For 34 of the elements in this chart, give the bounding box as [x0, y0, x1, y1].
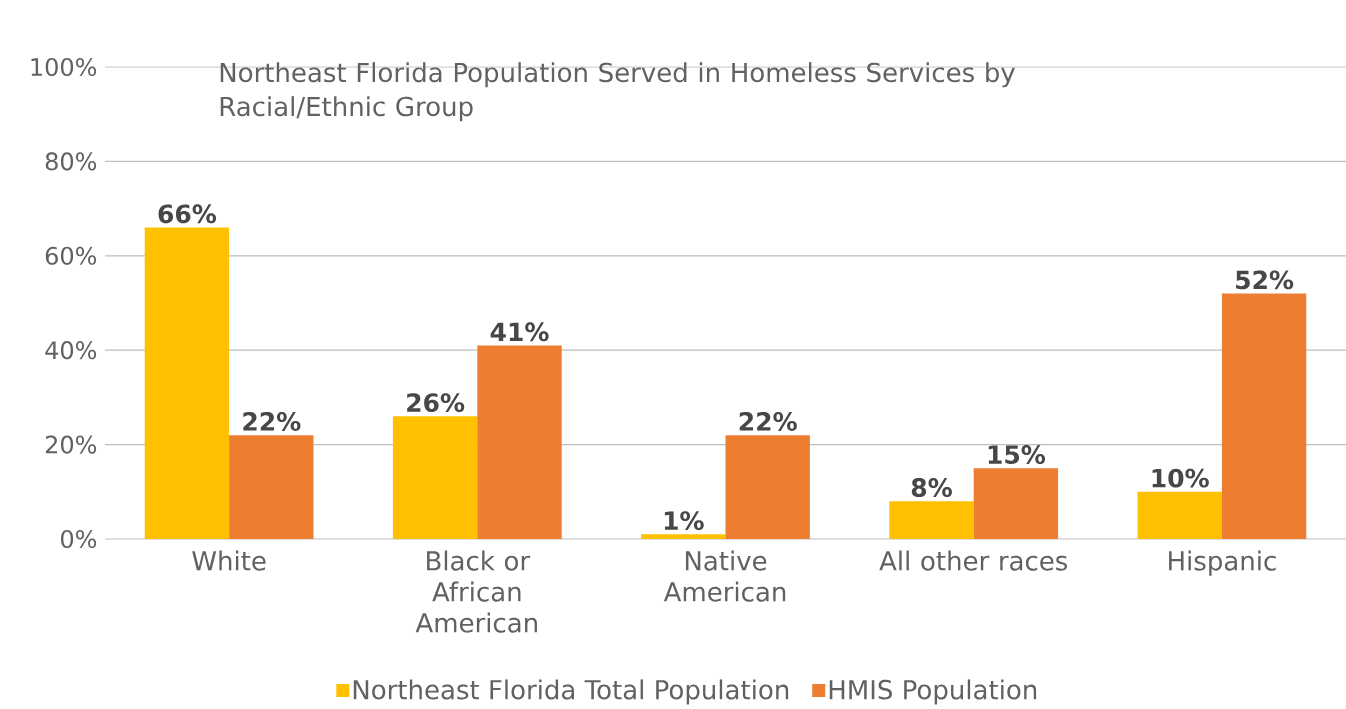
x-tick-label: White — [192, 550, 266, 571]
bar — [889, 501, 974, 539]
data-label: 10% — [1152, 468, 1209, 488]
data-label: 22% — [739, 412, 797, 431]
x-tick-label: All other races — [879, 550, 1068, 571]
y-tick-label: 100% — [31, 57, 97, 77]
y-tick-label: 40% — [45, 341, 97, 360]
y-tick-label: 80% — [45, 152, 97, 171]
bar — [477, 345, 562, 539]
y-tick-label: 20% — [45, 435, 97, 454]
data-label: 26% — [407, 393, 465, 413]
data-label: 52% — [1236, 270, 1294, 290]
bar — [392, 416, 478, 539]
bar — [144, 227, 230, 539]
bar — [229, 435, 314, 539]
x-tick-label: Hispanic — [1169, 550, 1276, 576]
data-label: 66% — [158, 204, 217, 224]
data-label: 8% — [911, 478, 952, 498]
legend-label: Northeast Florida Total Population — [353, 679, 789, 705]
bar — [725, 435, 810, 539]
x-tick-label: Black or African American — [415, 550, 537, 633]
bar — [973, 468, 1059, 539]
data-label: 15% — [988, 445, 1046, 464]
legend-label: HMIS Population — [829, 679, 1037, 705]
data-label: 1% — [664, 511, 704, 531]
data-label: 22% — [243, 412, 301, 431]
data-label: 41% — [490, 322, 549, 342]
y-tick-label: 60% — [45, 246, 97, 265]
y-tick-label: 0% — [60, 529, 97, 549]
bar — [641, 534, 726, 539]
chart-title: Northeast Florida Population Served in Homeless Services by Racial/Ethnic Group — [220, 62, 1015, 122]
bar — [1221, 293, 1307, 539]
x-tick-label: Native American — [663, 550, 786, 602]
bar — [1137, 491, 1222, 539]
